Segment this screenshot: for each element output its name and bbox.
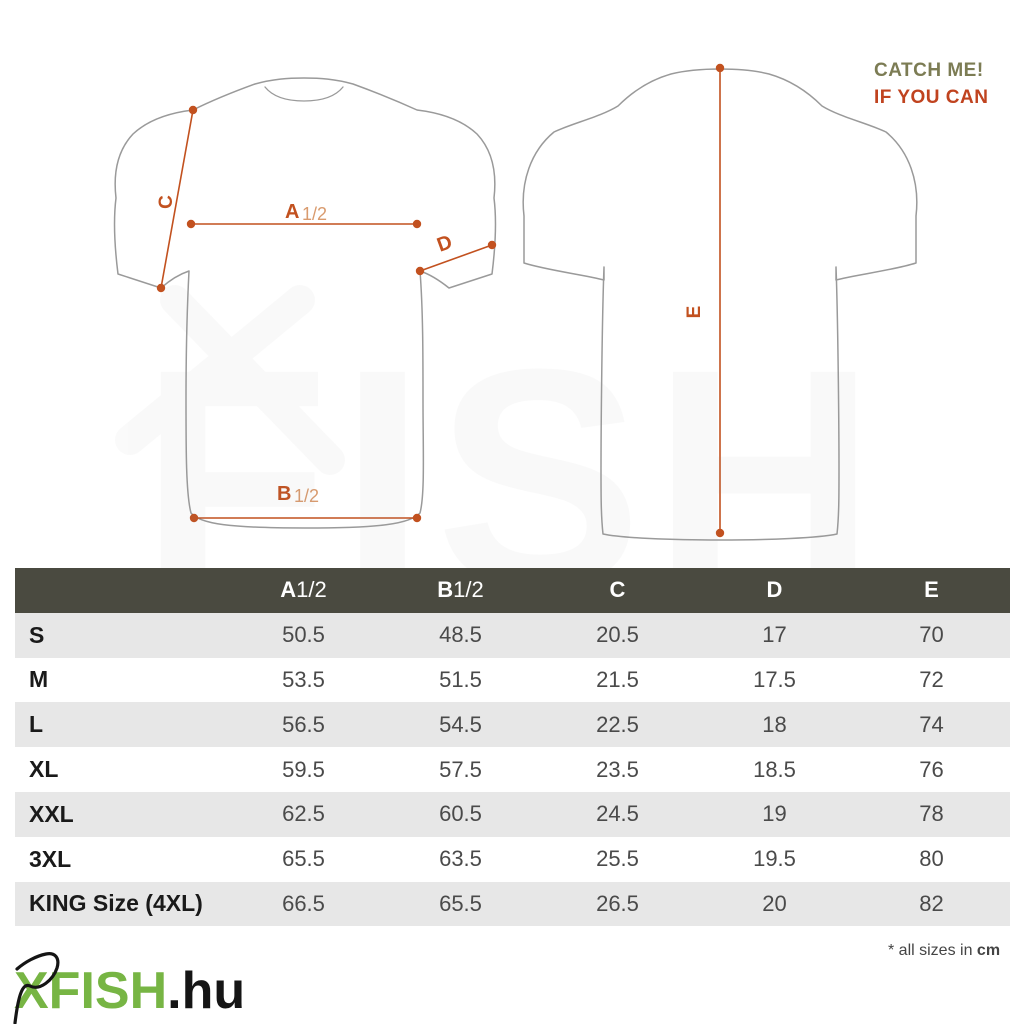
svg-text:CATCH ME!: CATCH ME! bbox=[874, 60, 984, 81]
svg-text:A: A bbox=[285, 201, 299, 223]
svg-text:1/2: 1/2 bbox=[302, 204, 327, 224]
svg-text:XFISH.hu: XFISH.hu bbox=[14, 962, 245, 1020]
svg-text:IF YOU CAN: IF YOU CAN bbox=[874, 87, 988, 108]
svg-text:C: C bbox=[156, 195, 177, 209]
svg-text:* all sizes in cm: * all sizes in cm bbox=[888, 942, 1000, 959]
